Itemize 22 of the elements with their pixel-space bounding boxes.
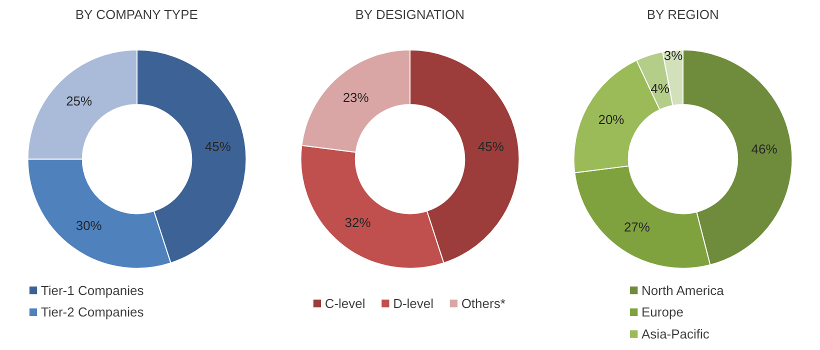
data-label: 25% bbox=[66, 94, 93, 109]
data-label: 30% bbox=[76, 218, 102, 233]
data-label: 20% bbox=[598, 112, 625, 128]
legend-label: Tier-1 Companies bbox=[40, 282, 144, 298]
legend-label: C-level bbox=[324, 296, 366, 311]
chart-title: BY REGION bbox=[646, 7, 719, 22]
legend-label: Tier-2 Companies bbox=[40, 304, 144, 320]
data-label: 45% bbox=[204, 138, 232, 154]
data-label: 23% bbox=[342, 90, 370, 106]
legend-label: Europe bbox=[642, 304, 684, 320]
legend-label: D-level bbox=[393, 296, 434, 311]
chart-title: BY DESIGNATION bbox=[355, 7, 465, 22]
data-label: 46% bbox=[751, 141, 778, 156]
legend-label: Asia-Pacific bbox=[642, 326, 710, 342]
data-label: 3% bbox=[664, 48, 684, 64]
data-label: 45% bbox=[478, 138, 504, 154]
data-label: 32% bbox=[344, 214, 372, 230]
data-label: 4% bbox=[650, 80, 670, 96]
chart-title: BY COMPANY TYPE bbox=[75, 7, 198, 22]
legend-label: North America bbox=[642, 282, 725, 298]
legend-label: Others* bbox=[461, 296, 506, 311]
data-label: 27% bbox=[624, 219, 650, 234]
